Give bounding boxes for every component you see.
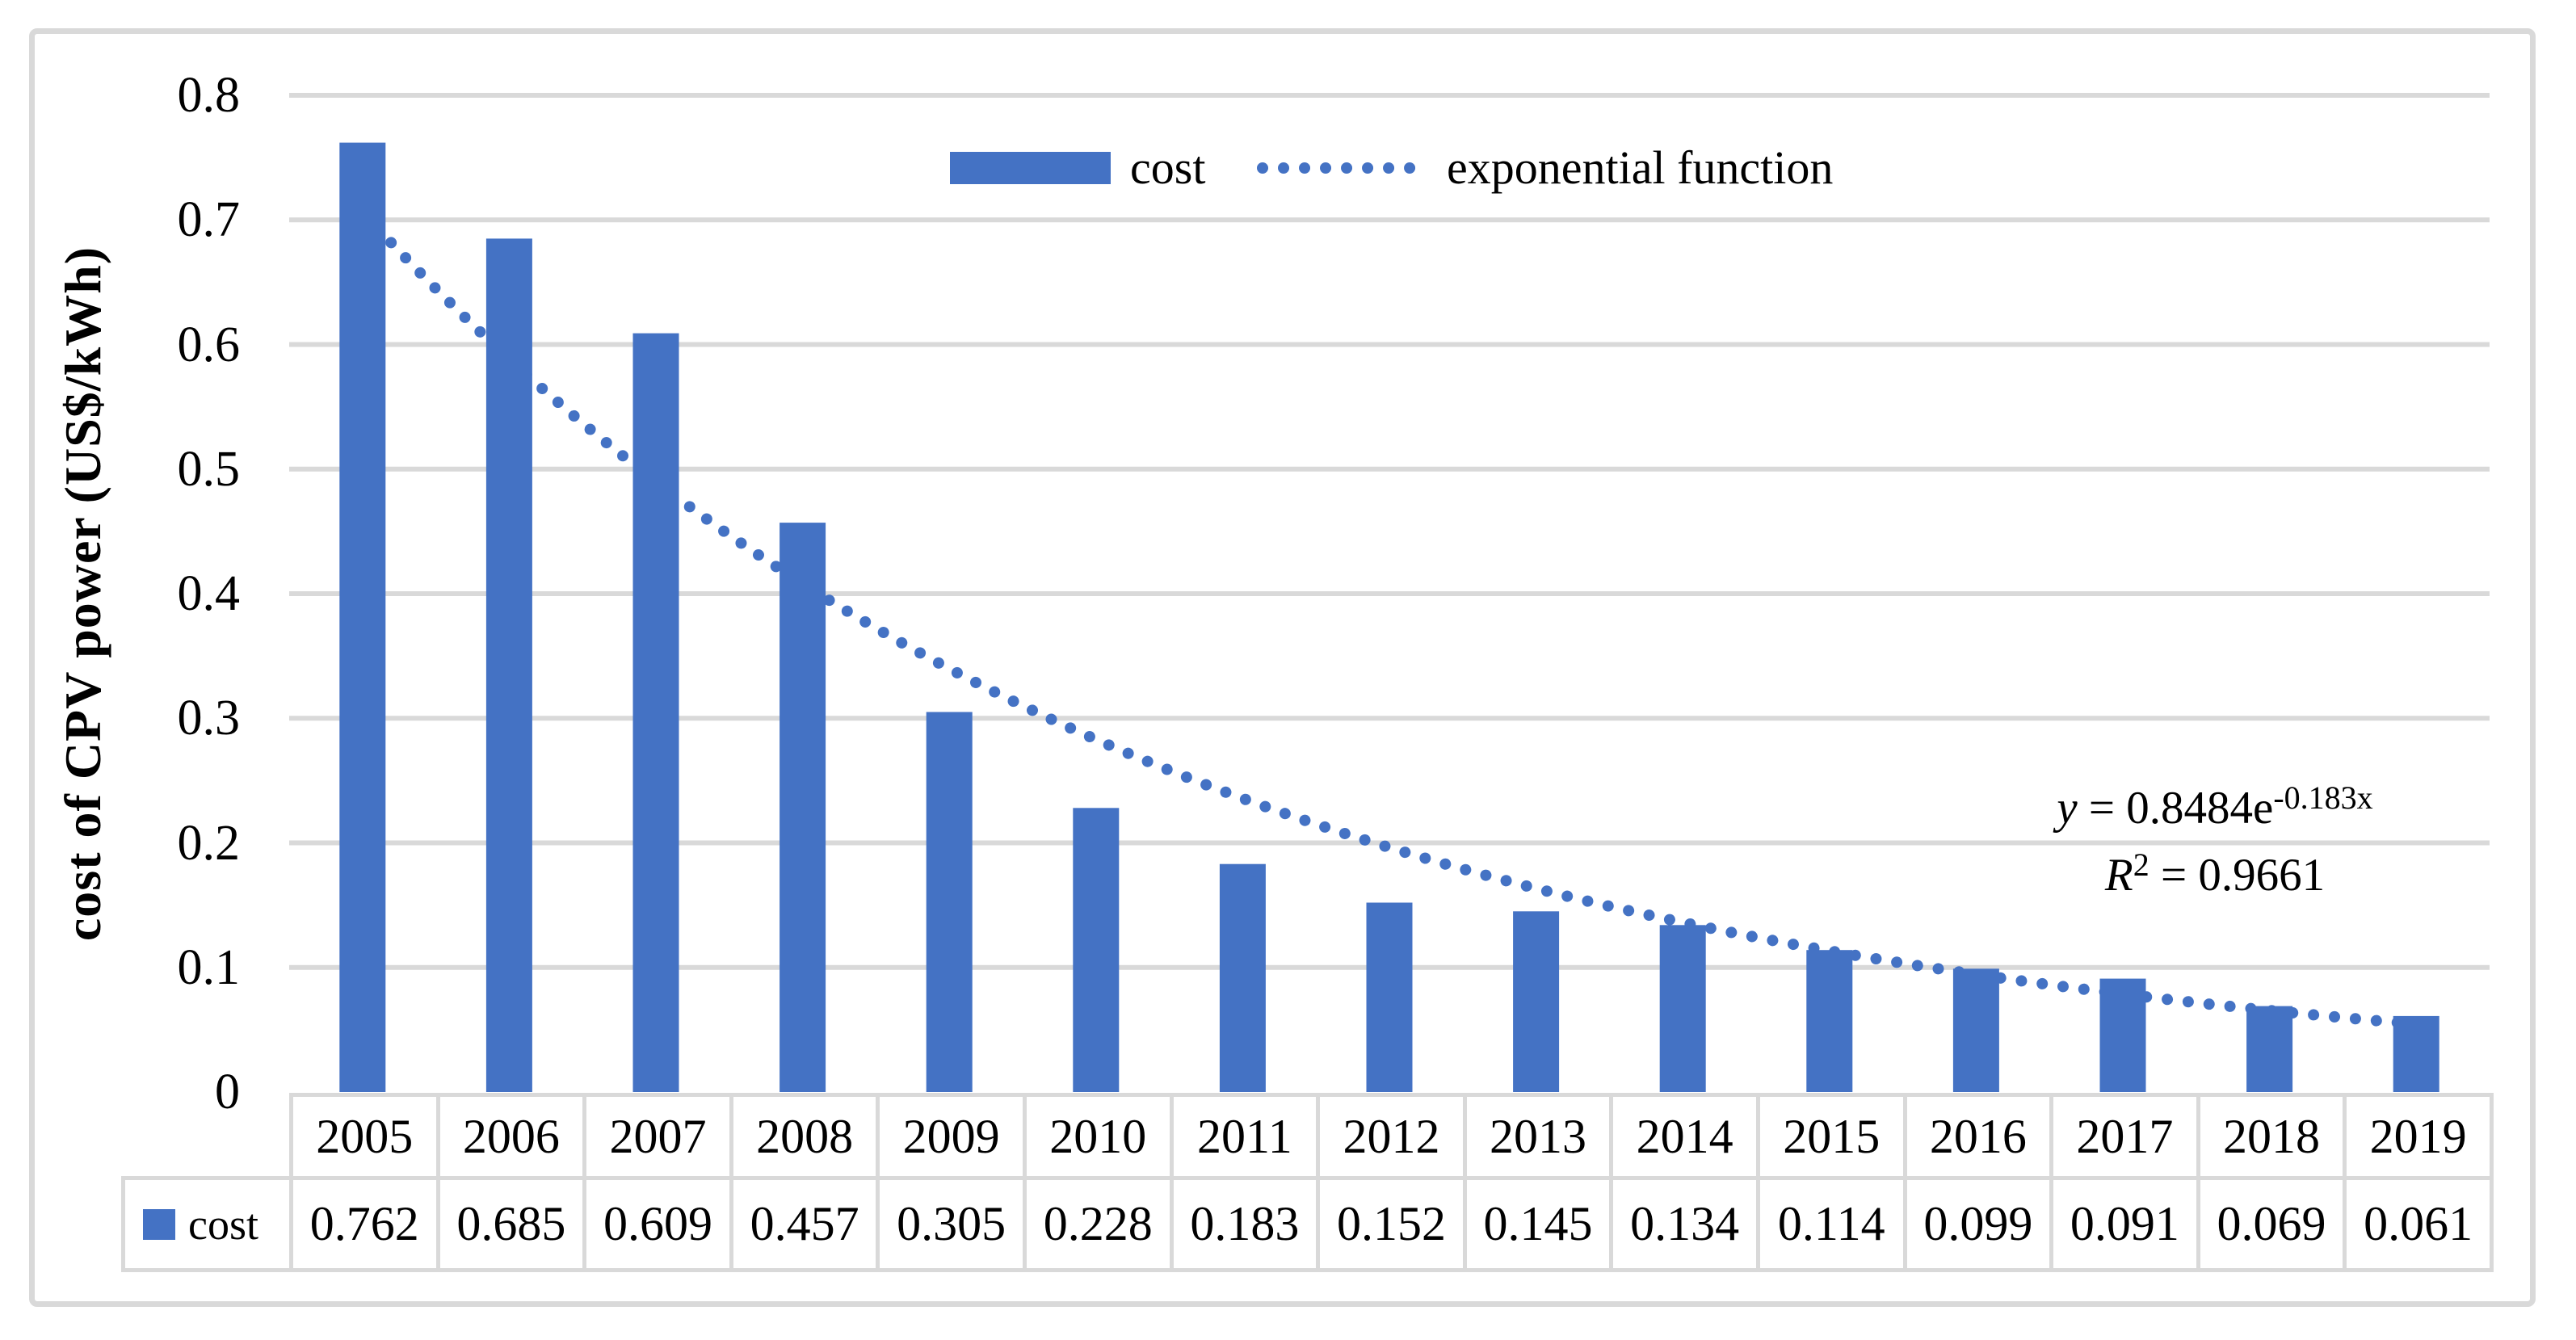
chart-data-table: 2005 2006 2007 2008 2009 2010 2011 2012 2013 2014… bbox=[121, 1093, 2494, 1272]
exponential-trendline bbox=[356, 206, 2423, 1030]
y-tick-label: 0.8 bbox=[177, 68, 241, 123]
value-cell: 0.685 bbox=[435, 1176, 587, 1272]
trendline-equation: y = 0.8484e-0.183x bbox=[2057, 779, 2373, 834]
year-cell: 2018 bbox=[2196, 1093, 2347, 1180]
bar-2018 bbox=[2246, 1006, 2293, 1092]
bar-2006 bbox=[485, 238, 532, 1092]
value-cell: 0.762 bbox=[289, 1176, 440, 1272]
bar-2008 bbox=[780, 523, 826, 1092]
bar-2010 bbox=[1073, 808, 1120, 1092]
exponential-trendline-path bbox=[356, 206, 2423, 1030]
bar-2019 bbox=[2393, 1015, 2439, 1092]
bar-2017 bbox=[2099, 978, 2146, 1092]
y-tick-label: 0.1 bbox=[177, 939, 241, 995]
bar-2013 bbox=[1513, 911, 1560, 1092]
trendline-r-squared: R2 = 0.9661 bbox=[2104, 846, 2326, 901]
bar-2016 bbox=[1952, 968, 1999, 1092]
y-tick-label: 0.4 bbox=[177, 566, 241, 621]
bar-2011 bbox=[1219, 863, 1266, 1092]
year-cell: 2005 bbox=[289, 1093, 440, 1180]
value-cell: 0.069 bbox=[2196, 1176, 2347, 1272]
y-tick-label: 0.5 bbox=[177, 441, 241, 497]
bar-2012 bbox=[1366, 902, 1413, 1092]
year-cell: 2017 bbox=[2049, 1093, 2200, 1180]
bar-2007 bbox=[632, 333, 679, 1093]
y-tick-label: 0.7 bbox=[177, 192, 241, 248]
legend-trendline-label: exponential function bbox=[1447, 141, 1834, 194]
value-cell: 0.228 bbox=[1022, 1176, 1174, 1272]
value-cell: 0.091 bbox=[2049, 1176, 2200, 1272]
legend-cost-label: cost bbox=[1130, 141, 1206, 194]
table-series-label: cost bbox=[188, 1199, 258, 1249]
value-cell: 0.099 bbox=[1902, 1176, 2054, 1272]
y-tick-label: 0.2 bbox=[177, 815, 241, 871]
year-cell: 2008 bbox=[729, 1093, 880, 1180]
table-series-key-cell: cost bbox=[121, 1176, 293, 1272]
value-cell: 0.305 bbox=[876, 1176, 1027, 1272]
trendline-annotation: y = 0.8484e-0.183x R2 = 0.9661 bbox=[2057, 777, 2372, 911]
bar-2015 bbox=[1806, 950, 1853, 1092]
year-cell: 2007 bbox=[582, 1093, 733, 1180]
value-cell: 0.145 bbox=[1462, 1176, 1614, 1272]
year-cell: 2006 bbox=[435, 1093, 587, 1180]
legend-dotted-line-icon bbox=[1257, 162, 1428, 174]
bar-2009 bbox=[926, 712, 973, 1092]
value-cell: 0.152 bbox=[1316, 1176, 1467, 1272]
year-cell: 2013 bbox=[1462, 1093, 1614, 1180]
year-cell: 2016 bbox=[1902, 1093, 2054, 1180]
y-tick-label: 0 bbox=[215, 1065, 240, 1119]
value-cell: 0.457 bbox=[729, 1176, 880, 1272]
value-cell: 0.114 bbox=[1755, 1176, 1907, 1272]
value-cell: 0.183 bbox=[1169, 1176, 1321, 1272]
y-tick-label: 0.3 bbox=[177, 691, 241, 746]
cost-bars bbox=[339, 142, 2439, 1093]
year-cell: 2011 bbox=[1169, 1093, 1321, 1180]
value-cell: 0.061 bbox=[2343, 1176, 2494, 1272]
legend-cost-swatch-icon bbox=[950, 152, 1111, 184]
value-cell: 0.609 bbox=[582, 1176, 733, 1272]
year-cell: 2009 bbox=[876, 1093, 1027, 1180]
bar-2005 bbox=[339, 142, 386, 1093]
year-cell: 2014 bbox=[1609, 1093, 1760, 1180]
year-cell: 2012 bbox=[1316, 1093, 1467, 1180]
bar-2014 bbox=[1659, 925, 1706, 1092]
table-key-swatch-icon bbox=[143, 1208, 175, 1240]
y-tick-label: 0.6 bbox=[177, 317, 241, 372]
year-cell: 2019 bbox=[2343, 1093, 2494, 1180]
year-cell: 2010 bbox=[1022, 1093, 1174, 1180]
value-cell: 0.134 bbox=[1609, 1176, 1760, 1272]
year-cell: 2015 bbox=[1755, 1093, 1907, 1180]
table-corner-blank bbox=[124, 1095, 292, 1178]
chart-border bbox=[29, 28, 2536, 1307]
y-axis-title: cost of CPV power (US$/kWh) bbox=[54, 246, 111, 942]
